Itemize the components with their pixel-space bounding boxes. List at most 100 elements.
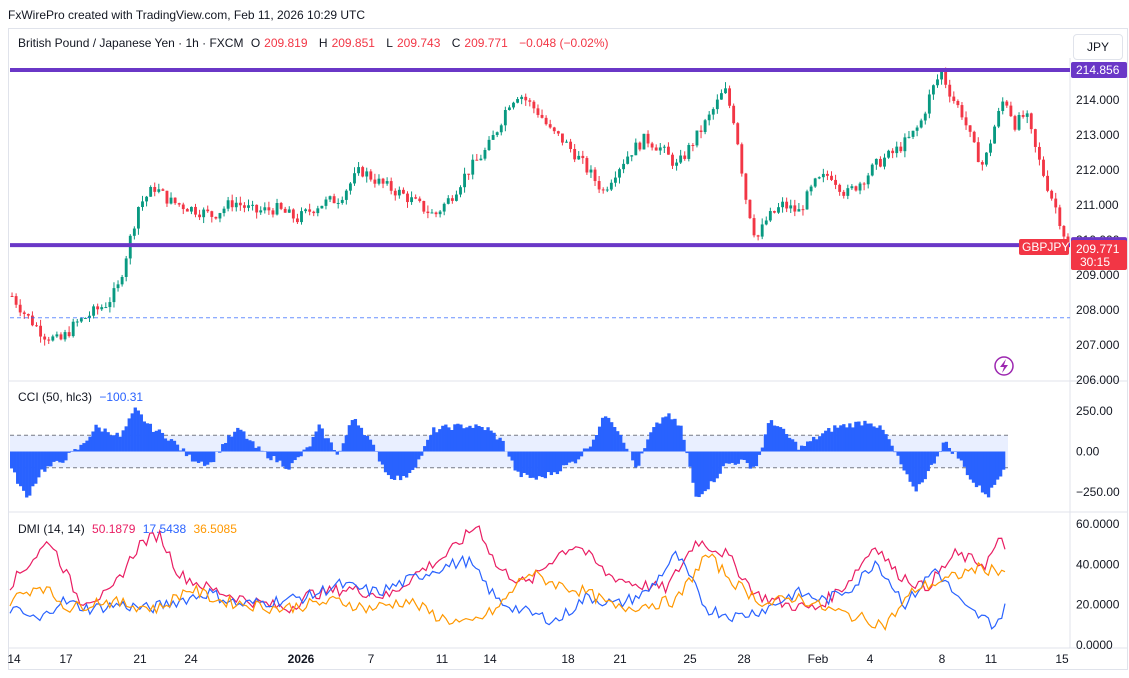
cci-bar [205,451,210,465]
candle-body [883,157,886,167]
cci-bar [248,440,252,452]
candle-body [846,188,850,196]
cci-bar [395,451,400,476]
cci-bar [911,451,915,487]
cci-bar [757,451,762,455]
candle-body [654,147,658,151]
cci-bar [362,435,367,452]
candle-body [1013,116,1017,130]
cci-bar [329,442,333,452]
candle-body [112,288,116,303]
candle-body [291,209,295,219]
cci-bar [480,427,484,452]
currency-button[interactable]: JPY [1073,34,1123,60]
candle-body [463,173,467,188]
cci-bar [588,446,593,452]
cci-bar [383,451,388,473]
cci-tick-label: −250.00 [1076,485,1120,499]
price-tick-label: 211.000 [1076,198,1119,212]
cci-bar [980,451,985,493]
cci-bar [784,434,789,452]
candle-body [283,208,287,213]
cci-bar [299,451,303,457]
cci-bar [444,424,448,452]
cci-bar [438,429,442,452]
cci-bar [932,451,936,464]
candle-body [320,205,324,209]
cci-bar [88,436,92,452]
cci-bar [498,437,502,452]
candle-body [18,304,22,313]
candle-body [450,198,454,201]
candle-body [79,318,83,322]
dmi-title: DMI (14, 14) [18,522,85,536]
cci-bar [540,451,544,478]
cci-bar [420,451,424,456]
cci-bar [462,428,466,452]
candle-body [495,132,499,136]
candle-body [279,202,283,209]
cci-bar [489,430,493,452]
candle-body [267,207,271,211]
candle-body [976,142,980,163]
cci-bar [46,451,50,467]
candle-body [426,211,430,214]
cci-bar [917,451,921,485]
cci-bar [236,427,240,452]
candle-body [328,196,332,200]
candle-body [1054,198,1058,208]
instrument-title: British Pound / Japanese Yen · 1h · FXCM [18,36,244,50]
candle-body [471,159,475,175]
candle-body [597,181,601,190]
candle-body [834,179,838,185]
cci-bar [426,439,430,452]
time-tick-label: 24 [184,652,198,666]
cci-bar [61,451,65,463]
candle-body [707,114,711,121]
candle-body [238,202,242,206]
candle-body [1033,129,1037,147]
candle-body [39,325,43,337]
candle-body [153,186,157,192]
time-tick-label: 2026 [288,652,315,666]
cci-bar [622,442,626,452]
candle-body [817,177,821,179]
ohlc-low: L 209.743 [386,36,441,50]
candle-body [736,123,740,145]
cci-bar [474,424,478,452]
candle-body [993,126,997,144]
ohlc-open: O 209.819 [250,36,308,50]
cci-bar [676,425,680,452]
candle-body [210,211,214,217]
cci-bar [115,432,119,452]
candle-body [169,197,173,204]
candle-body [149,186,153,197]
price-tick-label: 208.000 [1076,303,1120,317]
cci-bar [347,425,352,452]
candle-body [132,228,136,236]
candle-body [626,156,630,164]
candle-body [108,302,112,308]
cci-bar [902,451,906,471]
cci-bar [456,423,460,452]
cci-bar [76,449,80,452]
cci-legend: CCI (50, hlc3) −100.31 [18,390,147,404]
cci-bar [851,427,855,452]
cci-bar [233,431,237,452]
cci-bar [31,451,35,487]
cci-bar [724,451,728,464]
cci-bar [103,428,107,452]
candle-body [397,189,401,196]
candle-body [997,110,1001,127]
candle-body [797,209,801,212]
cci-bar [887,439,891,452]
cci-bar [187,451,192,455]
symbol-tag: GBPJPY [1022,240,1069,254]
candle-body [679,155,683,163]
cci-bar [507,451,511,457]
candle-body [242,205,246,208]
candle-body [891,150,895,154]
cci-bar [558,451,563,472]
instrument-legend: British Pound / Japanese Yen · 1h · FXCM… [18,36,613,50]
